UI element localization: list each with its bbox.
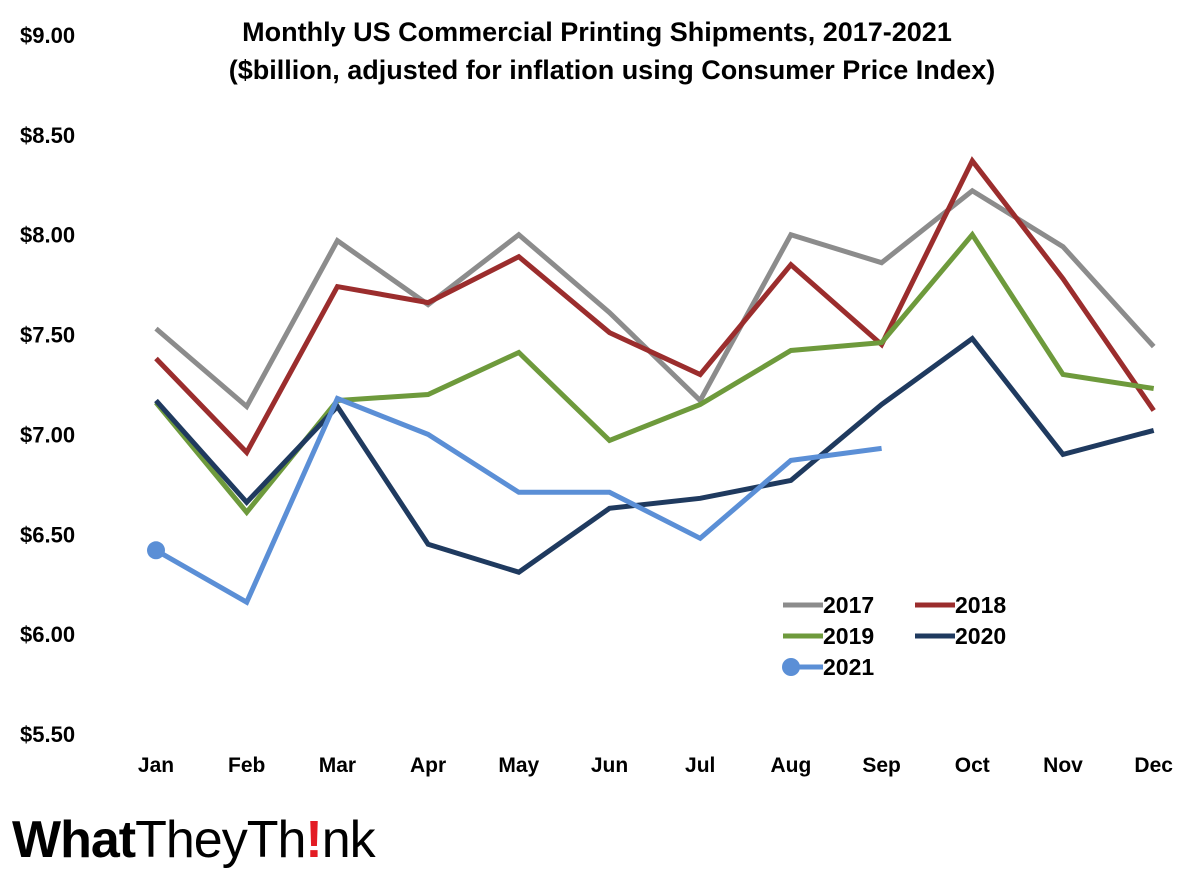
y-tick-label: $5.50 xyxy=(20,722,75,747)
x-tick-label: Dec xyxy=(1134,754,1173,777)
x-tick-label: Oct xyxy=(955,754,990,777)
legend-label-2017: 2017 xyxy=(823,592,874,618)
y-tick-label: $8.00 xyxy=(20,223,75,248)
series-line-2020 xyxy=(154,335,1155,575)
y-tick-label: $9.00 xyxy=(20,23,75,48)
series-line-2021 xyxy=(154,395,882,606)
x-tick-label: Nov xyxy=(1043,754,1083,777)
y-tick-label: $7.50 xyxy=(20,323,75,348)
chart-subtitle: ($billion, adjusted for inflation using … xyxy=(229,55,996,85)
whattheythink-logo: What They Th! nk xyxy=(12,800,376,870)
x-tick-label: Jan xyxy=(138,754,174,777)
y-tick-label: $6.00 xyxy=(20,622,75,647)
x-tick-label: Apr xyxy=(410,754,446,777)
logo-nk: nk xyxy=(321,811,376,869)
x-axis-ticks: Jan Feb Mar Apr May Jun Jul Aug Sep Oct Nov Dec xyxy=(138,754,1173,777)
y-tick-label: $7.00 xyxy=(20,422,75,447)
line-chart: Monthly US Commercial Printing Shipments… xyxy=(20,17,1173,777)
logo-exclamation-icon: ! xyxy=(305,811,322,869)
y-axis-ticks: $5.50 $6.00 $6.50 $7.00 $7.50 $8.00 $8.50 $9.00 xyxy=(20,23,75,747)
logo-what: What xyxy=(12,811,136,869)
y-tick-label: $8.50 xyxy=(20,123,75,148)
y-tick-label: $6.50 xyxy=(20,522,75,547)
x-tick-label: Jul xyxy=(685,754,715,777)
series-line-2018 xyxy=(154,156,1156,457)
legend-marker-2021 xyxy=(782,658,800,676)
legend-label-2021: 2021 xyxy=(823,654,874,680)
x-tick-label: Sep xyxy=(862,754,901,777)
series-lines xyxy=(147,156,1156,606)
x-tick-label: Aug xyxy=(770,754,811,777)
series-marker-2021 xyxy=(147,541,165,560)
legend-label-2018: 2018 xyxy=(955,592,1006,618)
x-tick-label: Feb xyxy=(228,754,265,777)
legend-label-2019: 2019 xyxy=(823,623,874,649)
x-tick-label: Mar xyxy=(319,754,356,777)
series-line-2017 xyxy=(154,187,1156,411)
logo-they: They xyxy=(135,811,248,869)
legend: 2017 2018 2019 2020 2021 xyxy=(782,592,1006,680)
x-tick-label: May xyxy=(498,754,539,777)
legend-label-2020: 2020 xyxy=(955,623,1006,649)
logo-th: Th xyxy=(246,811,307,869)
chart-title: Monthly US Commercial Printing Shipments… xyxy=(242,17,952,47)
x-tick-label: Jun xyxy=(591,754,628,777)
